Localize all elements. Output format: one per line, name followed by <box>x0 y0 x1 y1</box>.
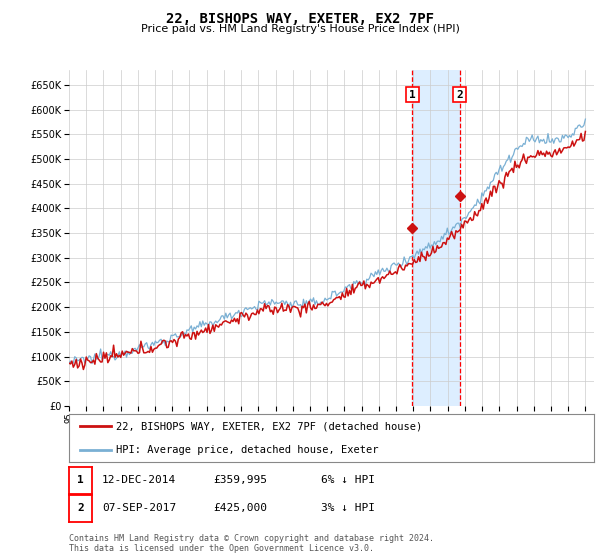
Text: HPI: Average price, detached house, Exeter: HPI: Average price, detached house, Exet… <box>116 445 379 455</box>
Text: 22, BISHOPS WAY, EXETER, EX2 7PF: 22, BISHOPS WAY, EXETER, EX2 7PF <box>166 12 434 26</box>
Bar <box>412 70 460 406</box>
Text: £359,995: £359,995 <box>213 475 267 486</box>
Text: Price paid vs. HM Land Registry's House Price Index (HPI): Price paid vs. HM Land Registry's House … <box>140 24 460 34</box>
Text: 6% ↓ HPI: 6% ↓ HPI <box>321 475 375 486</box>
Text: Contains HM Land Registry data © Crown copyright and database right 2024.
This d: Contains HM Land Registry data © Crown c… <box>69 534 434 553</box>
Text: 07-SEP-2017: 07-SEP-2017 <box>102 503 176 514</box>
Text: £425,000: £425,000 <box>213 503 267 514</box>
Text: 12-DEC-2014: 12-DEC-2014 <box>102 475 176 486</box>
Text: 3% ↓ HPI: 3% ↓ HPI <box>321 503 375 514</box>
Text: 1: 1 <box>77 475 84 486</box>
Text: 2: 2 <box>77 503 84 514</box>
Text: 1: 1 <box>409 90 416 100</box>
Text: 2: 2 <box>456 90 463 100</box>
Text: 22, BISHOPS WAY, EXETER, EX2 7PF (detached house): 22, BISHOPS WAY, EXETER, EX2 7PF (detach… <box>116 421 422 431</box>
